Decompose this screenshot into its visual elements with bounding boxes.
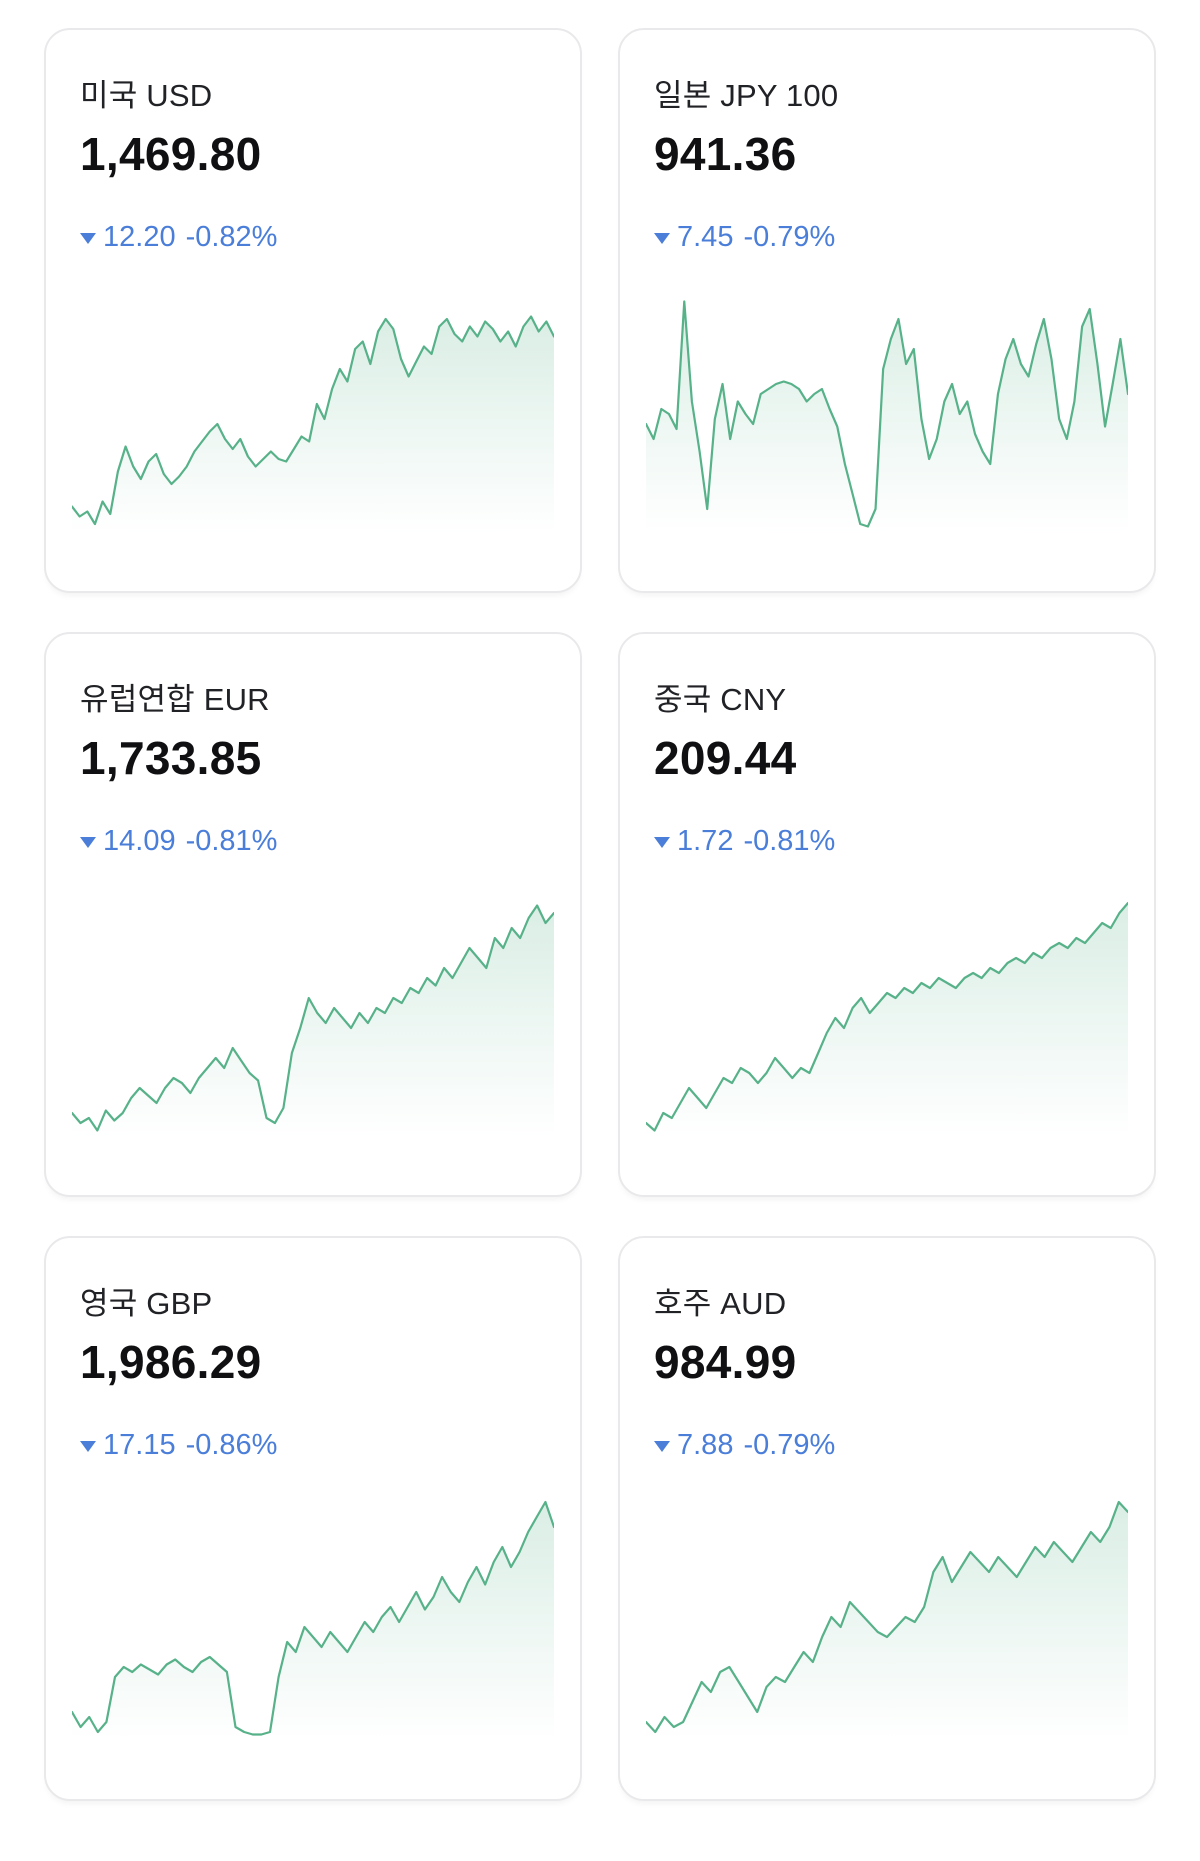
currency-card-usd[interactable]: 미국 USD 1,469.80 12.20 -0.82% [44,28,582,593]
currency-card-eur[interactable]: 유럽연합 EUR 1,733.85 14.09 -0.81% [44,632,582,1197]
change-row: 7.88 -0.79% [620,1429,1154,1461]
sparkline-chart [646,1491,1128,1753]
exchange-rate-value: 984.99 [654,1336,797,1388]
currency-card-aud[interactable]: 호주 AUD 984.99 7.88 -0.79% [618,1236,1156,1801]
down-triangle-icon [654,837,670,848]
change-amount: 7.45 [677,221,734,253]
currency-card-cny[interactable]: 중국 CNY 209.44 1.72 -0.81% [618,632,1156,1197]
sparkline-chart [72,887,554,1149]
currency-name: 호주 AUD [654,1286,787,1321]
change-percent: -0.81% [185,825,278,857]
change-amount: 17.15 [103,1429,176,1461]
down-triangle-icon [80,233,96,244]
down-triangle-icon [654,1441,670,1452]
change-amount: 14.09 [103,825,176,857]
exchange-rate-value: 1,986.29 [80,1336,262,1388]
sparkline-chart [646,283,1128,545]
change-amount: 7.88 [677,1429,734,1461]
change-percent: -0.79% [743,221,836,253]
change-row: 7.45 -0.79% [620,221,1154,253]
change-row: 1.72 -0.81% [620,825,1154,857]
sparkline-chart [72,1491,554,1753]
change-amount: 12.20 [103,221,176,253]
exchange-rate-value: 1,733.85 [80,732,262,784]
change-percent: -0.86% [185,1429,278,1461]
down-triangle-icon [80,1441,96,1452]
currency-card-gbp[interactable]: 영국 GBP 1,986.29 17.15 -0.86% [44,1236,582,1801]
change-row: 12.20 -0.82% [46,221,580,253]
sparkline-chart [72,283,554,545]
currency-name: 일본 JPY 100 [654,78,839,113]
change-row: 17.15 -0.86% [46,1429,580,1461]
change-percent: -0.82% [185,221,278,253]
down-triangle-icon [80,837,96,848]
currency-name: 유럽연합 EUR [80,682,270,717]
currency-name: 미국 USD [80,78,213,113]
sparkline-chart [646,887,1128,1149]
exchange-rate-value: 941.36 [654,128,797,180]
change-amount: 1.72 [677,825,734,857]
exchange-rate-value: 1,469.80 [80,128,262,180]
change-row: 14.09 -0.81% [46,825,580,857]
currency-name: 영국 GBP [80,1286,213,1321]
change-percent: -0.79% [743,1429,836,1461]
exchange-rate-value: 209.44 [654,732,797,784]
currency-card-jpy[interactable]: 일본 JPY 100 941.36 7.45 -0.79% [618,28,1156,593]
currency-name: 중국 CNY [654,682,787,717]
change-percent: -0.81% [743,825,836,857]
down-triangle-icon [654,233,670,244]
